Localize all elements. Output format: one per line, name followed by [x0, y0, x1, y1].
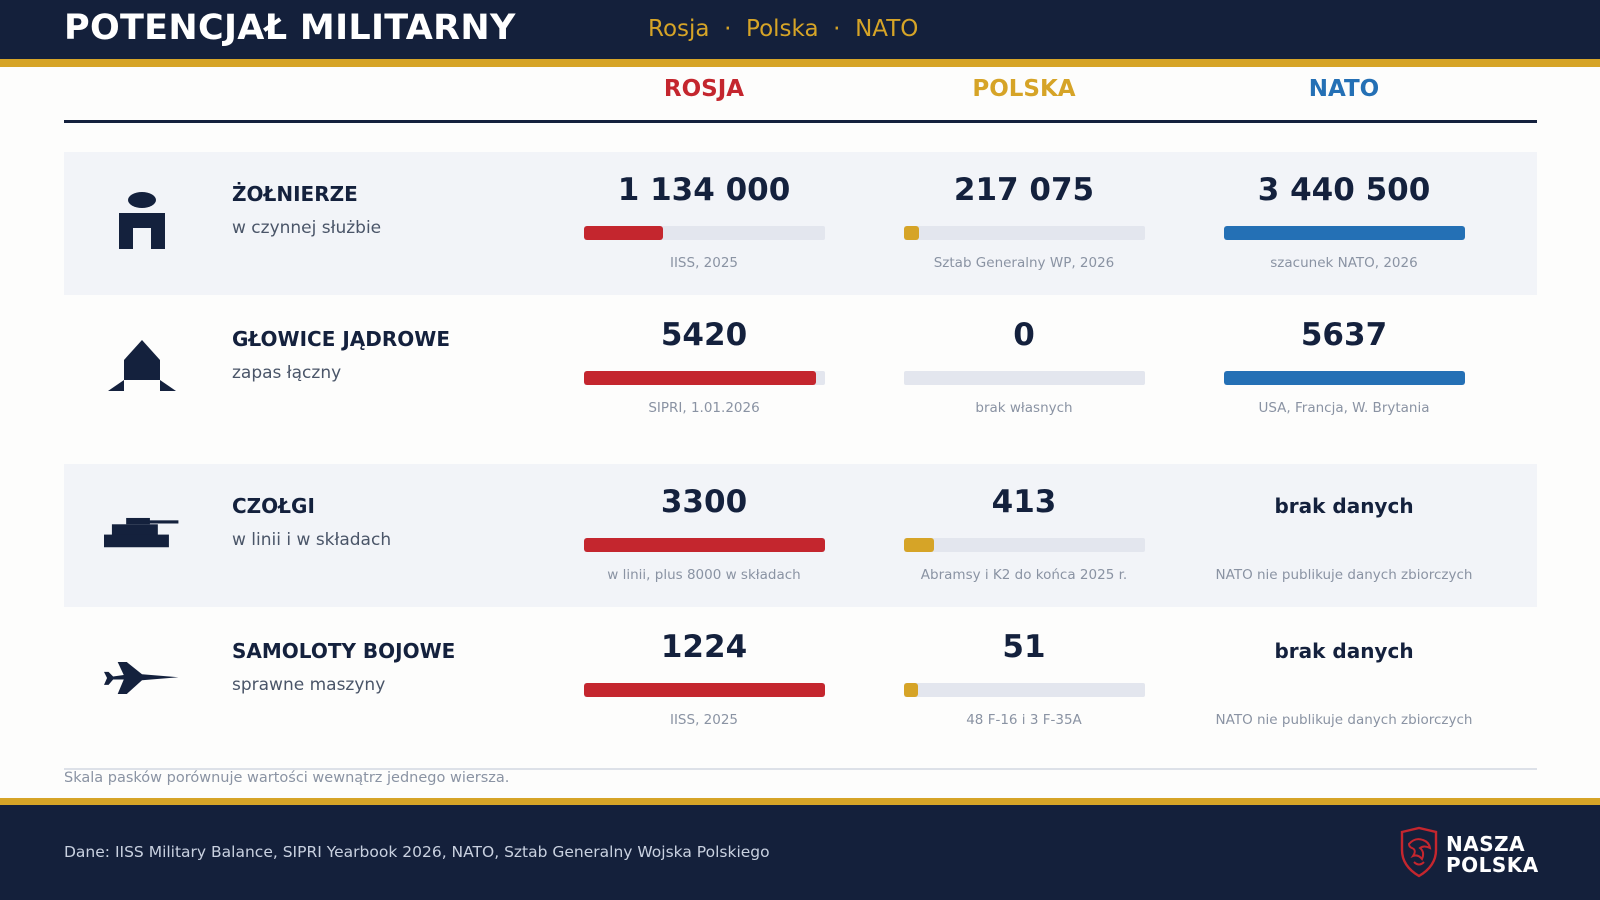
table-row: GŁOWICE JĄDROWE zapas łączny 5420 SIPRI, 1.…: [64, 297, 1537, 440]
bar: [584, 226, 664, 240]
data-label: 3 440 500: [1257, 172, 1431, 208]
table-cell-nato: brak danych NATO nie publikuje danych zbi…: [1184, 464, 1504, 607]
table-row: SAMOLOTY BOJOWE sprawne maszyny 1224 IISS, …: [64, 609, 1537, 752]
bar: [904, 683, 919, 697]
table-bottom-divider: [64, 768, 1537, 770]
table-cell-rosja: 3300 w linii, plus 8000 w składach: [544, 464, 864, 607]
row-label: SAMOLOTY BOJOWE: [232, 639, 456, 663]
bar-track: [584, 226, 825, 240]
table-cell-polska: 0 brak własnych: [864, 297, 1184, 440]
data-label: brak danych: [1274, 494, 1414, 518]
bar-track: [584, 371, 825, 385]
row-sublabel: w linii i w składach: [232, 530, 392, 550]
cell-source: Sztab Generalny WP, 2026: [933, 255, 1115, 271]
footer-sources: Dane: IISS Military Balance, SIPRI Yearb…: [64, 843, 770, 861]
column-header-rosja: ROSJA: [663, 76, 745, 102]
header-accent-stripe: [0, 59, 1600, 67]
column-header-nato: NATO: [1308, 76, 1380, 102]
row-sublabel: zapas łączny: [232, 363, 342, 383]
cell-source: brak własnych: [975, 400, 1073, 416]
bar-track: [1224, 371, 1465, 385]
data-label: 51: [1002, 629, 1046, 665]
cell-source: NATO nie publikuje danych zbiorczych: [1215, 712, 1473, 728]
table-cell-nato: 5637 USA, Francja, W. Brytania: [1184, 297, 1504, 440]
fighter-jet-icon: [104, 643, 180, 713]
data-label: 1224: [660, 629, 748, 665]
table-row: CZOŁGI w linii i w składach 3300 w linii, p…: [64, 464, 1537, 607]
bar: [584, 538, 825, 552]
bar: [1224, 226, 1465, 240]
data-label: 5420: [660, 317, 748, 353]
cell-source: USA, Francja, W. Brytania: [1258, 400, 1430, 416]
row-label: CZOŁGI: [232, 494, 315, 518]
bar-track: [904, 226, 1145, 240]
brand-name-line2: POLSKA: [1446, 853, 1539, 877]
cell-source: IISS, 2025: [669, 255, 739, 271]
table-cell-polska: 217 075 Sztab Generalny WP, 2026: [864, 152, 1184, 295]
footer-bar: Dane: IISS Military Balance, SIPRI Yearb…: [0, 805, 1600, 900]
brand-logo: NASZA POLSKA: [1398, 826, 1548, 878]
table-cell-rosja: 5420 SIPRI, 1.01.2026: [544, 297, 864, 440]
cell-source: IISS, 2025: [669, 712, 739, 728]
bar: [584, 371, 816, 385]
footer-accent-stripe: [0, 798, 1600, 805]
cell-source: NATO nie publikuje danych zbiorczych: [1215, 567, 1473, 583]
bar-track: [1224, 226, 1465, 240]
data-label: 5637: [1300, 317, 1388, 353]
header-divider: [64, 120, 1537, 123]
page-subtitle: Rosja · Polska · NATO: [648, 16, 919, 42]
cell-source: 48 F-16 i 3 F-35A: [966, 712, 1082, 728]
table-cell-polska: 413 Abramsy i K2 do końca 2025 r.: [864, 464, 1184, 607]
cell-source: w linii, plus 8000 w składach: [607, 567, 801, 583]
brand-name: NASZA POLSKA: [1446, 834, 1539, 876]
cell-source: Abramsy i K2 do końca 2025 r.: [920, 567, 1128, 583]
eagle-shield-icon: [1400, 826, 1438, 878]
soldier-icon: [104, 186, 180, 256]
table-cell-rosja: 1224 IISS, 2025: [544, 609, 864, 752]
bar-track: [904, 683, 1145, 697]
nuclear-warhead-icon: [104, 331, 180, 401]
data-label: brak danych: [1274, 639, 1414, 663]
data-label: 413: [991, 484, 1057, 520]
column-header-polska: POLSKA: [972, 76, 1076, 102]
scale-note: Skala pasków porównuje wartości wewnątrz…: [64, 770, 510, 786]
row-sublabel: w czynnej służbie: [232, 218, 382, 238]
data-label: 217 075: [953, 172, 1095, 208]
bar-track: [904, 371, 1145, 385]
bar: [904, 538, 935, 552]
table-cell-polska: 51 48 F-16 i 3 F-35A: [864, 609, 1184, 752]
data-label: 1 134 000: [617, 172, 791, 208]
bar: [1224, 371, 1465, 385]
bar: [584, 683, 825, 697]
table-cell-nato: 3 440 500 szacunek NATO, 2026: [1184, 152, 1504, 295]
data-label: 0: [1013, 317, 1035, 353]
tank-icon: [104, 498, 180, 568]
page-title: POTENCJAŁ MILITARNY: [64, 8, 516, 48]
bar: [904, 226, 920, 240]
table-cell-nato: brak danych NATO nie publikuje danych zbi…: [1184, 609, 1504, 752]
bar-track: [904, 538, 1145, 552]
row-label: ŻOŁNIERZE: [232, 182, 358, 206]
table-cell-rosja: 1 134 000 IISS, 2025: [544, 152, 864, 295]
cell-source: SIPRI, 1.01.2026: [648, 400, 760, 416]
cell-source: szacunek NATO, 2026: [1270, 255, 1418, 271]
brand-name-line1: NASZA: [1446, 832, 1526, 856]
header-bar: POTENCJAŁ MILITARNY Rosja · Polska · NAT…: [0, 0, 1600, 59]
row-sublabel: sprawne maszyny: [232, 675, 386, 695]
data-label: 3300: [660, 484, 748, 520]
bar-track: [584, 538, 825, 552]
row-label: GŁOWICE JĄDROWE: [232, 327, 450, 351]
table-row: ŻOŁNIERZE w czynnej służbie 1 134 000 IISS,…: [64, 152, 1537, 295]
bar-track: [584, 683, 825, 697]
